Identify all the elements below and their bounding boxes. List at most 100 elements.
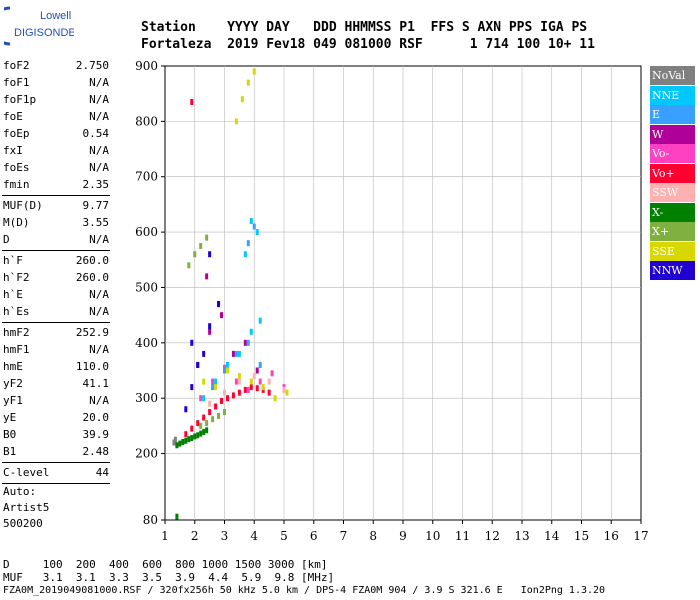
data-point-x <box>217 412 221 419</box>
data-point-vo <box>234 378 238 385</box>
param-label: foF1p <box>3 93 37 106</box>
data-point-x <box>187 262 191 269</box>
data-point-x <box>202 428 206 435</box>
auto-artist: Artist5 <box>3 501 50 514</box>
data-point-nnw <box>196 361 200 368</box>
y-tick-label: 600 <box>135 225 158 239</box>
data-point-vo <box>214 403 218 410</box>
data-point-vo <box>270 370 274 377</box>
data-point-sse <box>261 384 265 391</box>
data-point-vo <box>231 392 235 399</box>
param-value: N/A <box>89 76 109 89</box>
param-label: yE <box>3 411 17 424</box>
param-separator <box>2 483 110 484</box>
svg-text:DIGISONDE: DIGISONDE <box>14 27 74 39</box>
legend-item-vo: Vo- <box>650 144 695 163</box>
x-tick-label: 12 <box>485 529 500 543</box>
param-label: B0 <box>3 428 17 441</box>
data-point-vo <box>258 378 262 385</box>
data-point-nnw <box>184 406 188 413</box>
data-point-x <box>205 420 209 427</box>
data-point-sse <box>252 68 256 75</box>
param-row-fof1p: foF1p N/A <box>0 91 112 108</box>
data-point-e <box>211 384 215 391</box>
x-tick-label: 4 <box>250 529 258 543</box>
legend-item-x: X+ <box>650 222 695 241</box>
y-tick-label: 200 <box>135 447 158 461</box>
header-row-values: Fortaleza 2019 Fev18 049 081000 RSF 1 71… <box>141 37 595 52</box>
data-point-ssw <box>267 378 271 385</box>
data-point-x <box>187 436 191 443</box>
x-tick-label: 10 <box>425 529 440 543</box>
data-point-sse <box>273 395 277 402</box>
param-value: 252.9 <box>75 326 109 339</box>
autoscaling-info: Auto: Artist5 500200 <box>3 484 49 532</box>
data-point-nne <box>202 395 206 402</box>
param-value: 3.55 <box>82 216 110 229</box>
param-row-fmin: fmin 2.35 <box>0 176 112 193</box>
param-value: 2.750 <box>75 59 109 72</box>
x-tick-label: 9 <box>399 529 407 543</box>
legend-item-nnw: NNW <box>650 261 695 280</box>
param-value: N/A <box>89 305 109 318</box>
param-label: foE <box>3 110 23 123</box>
data-point-w <box>231 350 235 357</box>
data-point-e <box>252 223 256 230</box>
param-label: foEp <box>3 127 30 140</box>
x-tick-label: 3 <box>221 529 229 543</box>
data-point-x <box>181 438 185 445</box>
param-label: hmF1 <box>3 343 30 356</box>
param-label: C-level <box>3 466 50 479</box>
param-label: M(D) <box>3 216 30 229</box>
param-row-ye: yE 20.0 <box>0 409 112 426</box>
param-value: N/A <box>89 110 109 123</box>
data-point-x <box>190 435 194 442</box>
data-point-vo <box>208 409 212 416</box>
param-label: fxI <box>3 144 23 157</box>
data-point-vo <box>225 395 229 402</box>
data-point-nne <box>249 218 253 225</box>
data-point-vo <box>199 395 203 402</box>
x-tick-label: 8 <box>369 529 377 543</box>
data-point-nnw <box>190 339 194 346</box>
param-label: hmE <box>3 360 23 373</box>
y-tick-label: 800 <box>135 114 158 128</box>
param-value: 2.48 <box>82 445 110 458</box>
data-point-vo <box>202 414 206 421</box>
header-row-labels: Station YYYY DAY DDD HHMMSS P1 FFS S AXN… <box>141 20 588 35</box>
legend-item-vo: Vo+ <box>650 163 695 183</box>
param-row-hf2: h`F2 260.0 <box>0 269 112 286</box>
param-row-d: D N/A <box>0 231 112 248</box>
data-point-e <box>246 240 250 247</box>
param-row-b0: B0 39.9 <box>0 426 112 443</box>
y-tick-label: 900 <box>135 59 158 73</box>
data-point-sse <box>240 96 244 103</box>
data-point-sse <box>237 373 241 380</box>
auto-label: Auto: <box>3 485 37 498</box>
param-label: foEs <box>3 161 30 174</box>
data-point-x <box>205 234 209 241</box>
x-tick-label: 2 <box>191 529 199 543</box>
legend-item-e: E <box>650 105 695 124</box>
data-point-sse <box>285 389 289 396</box>
param-value: N/A <box>89 343 109 356</box>
param-row-foes: foEs N/A <box>0 159 112 176</box>
param-value: 9.77 <box>82 199 110 212</box>
param-row-hes: h`Es N/A <box>0 303 112 320</box>
x-tick-label: 7 <box>340 529 348 543</box>
data-point-ssw <box>237 378 241 385</box>
param-row-he: h`E N/A <box>0 286 112 303</box>
legend-item-noval: NoVal <box>650 66 695 85</box>
param-value: N/A <box>89 93 109 106</box>
x-tick-label: 16 <box>604 529 619 543</box>
y-tick-label: 300 <box>135 391 158 405</box>
data-point-vo <box>196 420 200 427</box>
param-row-yf1: yF1 N/A <box>0 392 112 409</box>
param-row-clevel: C-level 44 <box>0 464 112 481</box>
param-value: 110.0 <box>75 360 109 373</box>
legend-item-x: X- <box>650 202 695 222</box>
param-label: B1 <box>3 445 17 458</box>
param-value: N/A <box>89 233 109 246</box>
data-point-e <box>223 367 226 374</box>
param-value: 41.1 <box>82 377 110 390</box>
